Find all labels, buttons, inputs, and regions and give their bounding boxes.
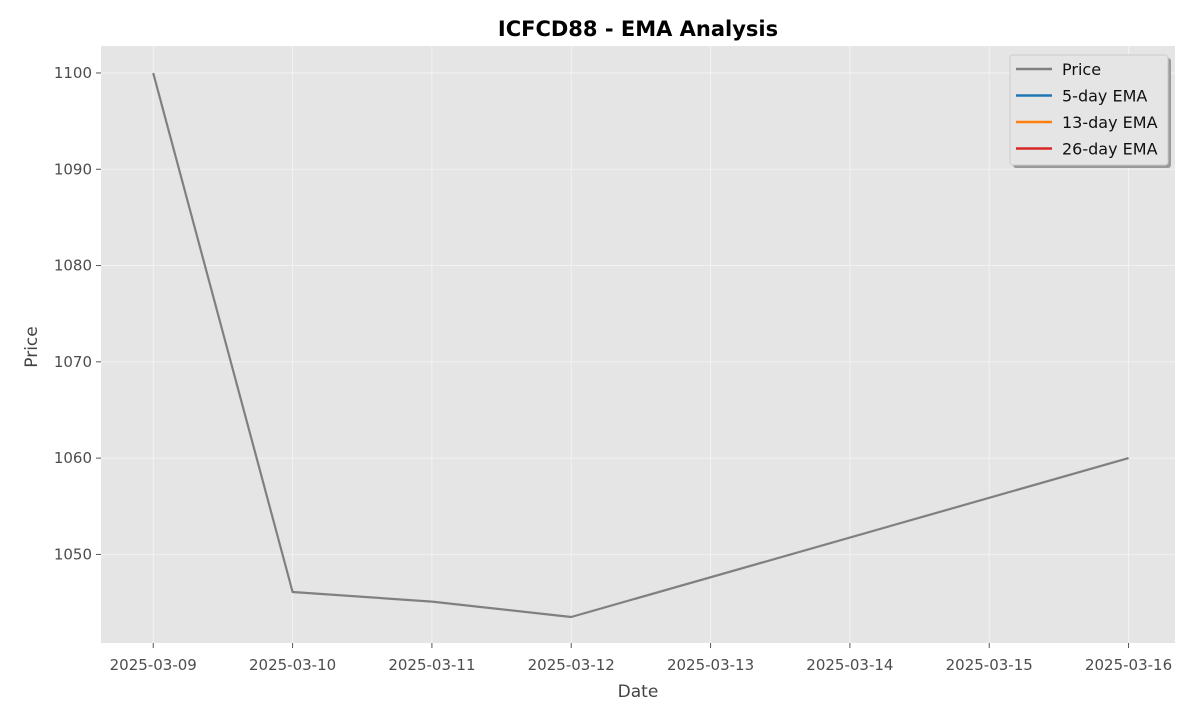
- y-axis-label: Price: [22, 326, 42, 367]
- x-axis-ticks: 2025-03-09 2025-03-10 2025-03-11 2025-03-12…: [110, 643, 1172, 674]
- legend-label: 13-day EMA: [1062, 113, 1158, 132]
- series-lines: [152, 72, 1129, 619]
- y-axis-ticks: 1050 1060 1070 1080 1090 1100: [54, 64, 101, 563]
- y-tick-label: 1050: [54, 545, 92, 563]
- x-tick-label: 2025-03-13: [667, 656, 754, 674]
- x-axis-label: Date: [618, 682, 659, 702]
- y-tick-label: 1080: [54, 257, 92, 275]
- legend: Price 5-day EMA 13-day EMA 26-day EMA: [1009, 54, 1171, 168]
- x-tick-label: 2025-03-10: [249, 656, 336, 674]
- x-tick-label: 2025-03-15: [946, 656, 1033, 674]
- legend-label: 5-day EMA: [1062, 87, 1147, 106]
- y-tick-label: 1090: [54, 160, 92, 178]
- y-tick-label: 1070: [54, 353, 92, 371]
- x-tick-label: 2025-03-11: [388, 656, 475, 674]
- legend-label: Price: [1062, 60, 1101, 79]
- x-tick-label: 2025-03-16: [1085, 656, 1172, 674]
- y-tick-label: 1100: [54, 64, 92, 82]
- x-tick-label: 2025-03-12: [528, 656, 615, 674]
- x-tick-label: 2025-03-14: [806, 656, 893, 674]
- chart-title: ICFCD88 - EMA Analysis: [498, 17, 778, 41]
- legend-box: [1009, 54, 1169, 166]
- y-tick-label: 1060: [54, 449, 92, 467]
- grid-lines: [101, 46, 1175, 643]
- series-line-0: [152, 72, 1129, 619]
- legend-label: 26-day EMA: [1062, 140, 1158, 159]
- x-tick-label: 2025-03-09: [110, 656, 197, 674]
